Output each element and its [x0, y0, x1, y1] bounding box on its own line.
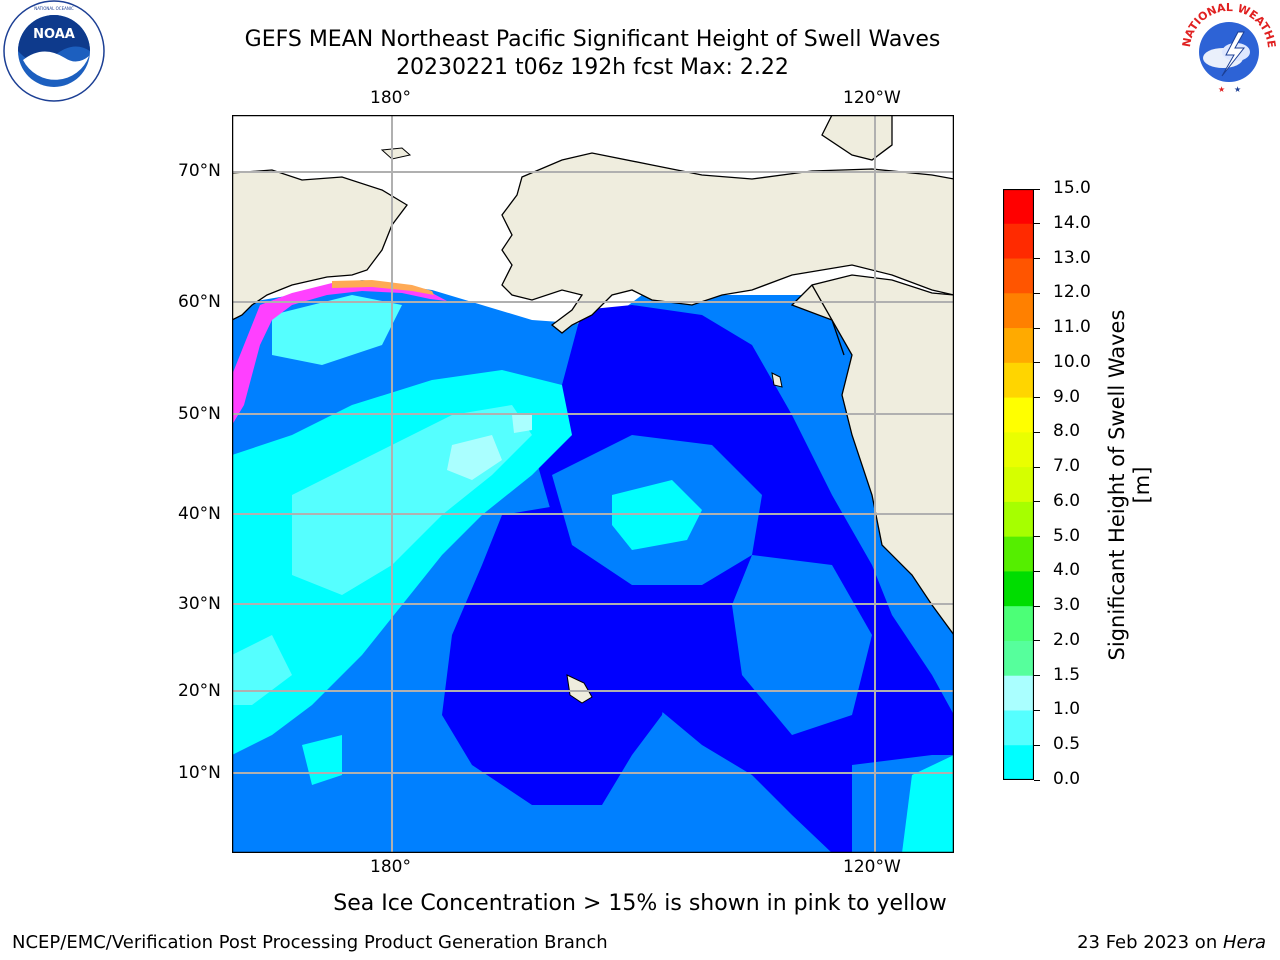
colorbar-tick-mark: [1034, 362, 1040, 364]
sea-ice-note: Sea Ice Concentration > 15% is shown in …: [333, 891, 947, 916]
lon-label-bottom-120w: 120°W: [843, 857, 901, 877]
colorbar-tick-label: 3.0: [1053, 595, 1081, 616]
colorbar-tick-label: 8.0: [1053, 421, 1081, 442]
colorbar-tick-label: 0.0: [1053, 769, 1081, 789]
colorbar-tick-label: 6.0: [1053, 490, 1081, 511]
colorbar-tick-label: 12.0: [1053, 282, 1091, 303]
colorbar-swatch: [1003, 606, 1034, 642]
colorbar-tick-mark: [1034, 709, 1040, 711]
colorbar-tick-mark: [1034, 223, 1040, 225]
colorbar-tick-mark: [1034, 188, 1040, 190]
colorbar-tick-label: 15.0: [1053, 178, 1091, 198]
lat-label-70n: 70°N: [178, 161, 221, 181]
chart-title: GEFS MEAN Northeast Pacific Significant …: [150, 26, 1035, 82]
colorbar-swatch: [1003, 640, 1034, 677]
colorbar-tick-label: 2.0: [1053, 629, 1081, 650]
colorbar-swatch: [1003, 467, 1034, 503]
colorbar-tick-label: 4.0: [1053, 560, 1081, 581]
colorbar-tick-mark: [1034, 744, 1040, 746]
colorbar-tick-mark: [1034, 292, 1040, 294]
colorbar-swatch: [1003, 536, 1034, 572]
colorbar-tick-mark: [1034, 466, 1040, 468]
colorbar-tick-mark: [1034, 570, 1040, 572]
colorbar-border: [1002, 188, 1035, 781]
colorbar-swatch: [1003, 710, 1034, 746]
colorbar-swatch: [1003, 328, 1034, 364]
colorbar-tick-mark: [1034, 640, 1040, 642]
colorbar-tick-label: 1.5: [1053, 664, 1081, 685]
colorbar-tick-label: 1.0: [1053, 699, 1081, 720]
svg-text:NATIONAL OCEANIC: NATIONAL OCEANIC: [34, 6, 74, 11]
colorbar-swatch: [1003, 258, 1034, 294]
colorbar-tick-mark: [1034, 258, 1040, 260]
colorbar-swatch: [1003, 501, 1034, 538]
lat-label-60n: 60°N: [178, 292, 221, 312]
map-graticule: [232, 115, 954, 853]
colorbar-title: Significant Height of Swell Waves [m]: [1105, 309, 1154, 661]
land-siberia: [232, 169, 408, 321]
colorbar-swatch: [1003, 745, 1034, 781]
colorbar-tick-mark: [1034, 431, 1040, 433]
colorbar-swatch: [1003, 223, 1034, 260]
colorbar-tick-label: 9.0: [1053, 386, 1081, 407]
footer-credit: NCEP/EMC/Verification Post Processing Pr…: [12, 932, 608, 953]
svg-text:★: ★: [1234, 85, 1241, 94]
colorbar-tick-mark: [1034, 779, 1040, 781]
colorbar-tick-mark: [1034, 397, 1040, 399]
colorbar-tick-label: 0.5: [1053, 734, 1081, 755]
colorbar: [1002, 188, 1035, 781]
colorbar-tick-label: 14.0: [1053, 212, 1091, 233]
colorbar-swatch: [1003, 675, 1034, 711]
colorbar-tick-mark: [1034, 675, 1040, 677]
nws-logo: NATIONAL WEATHER SERVICE ★ ★: [1174, 0, 1280, 102]
lon-label-top-180: 180°: [370, 88, 411, 108]
lon-label-bottom-180: 180°: [370, 857, 411, 877]
footer-machine: Hera: [1222, 932, 1266, 953]
lat-label-30n: 30°N: [178, 594, 221, 614]
colorbar-tick-mark: [1034, 501, 1040, 503]
colorbar-swatch: [1003, 293, 1034, 329]
svg-text:★: ★: [1218, 85, 1225, 94]
lon-label-top-120w: 120°W: [843, 88, 901, 108]
title-line-2: 20230221 t06z 192h fcst Max: 2.22: [396, 55, 789, 80]
colorbar-tick-mark: [1034, 536, 1040, 538]
colorbar-tick-mark: [1034, 327, 1040, 329]
swell-0-0.5-central: [442, 505, 672, 805]
noaa-logo-text: NOAA: [33, 27, 75, 42]
lat-label-20n: 20°N: [178, 681, 221, 701]
colorbar-swatch: [1003, 189, 1034, 225]
colorbar-tick-label: 5.0: [1053, 525, 1081, 546]
title-line-1: GEFS MEAN Northeast Pacific Significant …: [244, 27, 941, 52]
colorbar-tick-label: 10.0: [1053, 351, 1091, 372]
colorbar-tick-label: 13.0: [1053, 247, 1091, 268]
colorbar-swatch: [1003, 397, 1034, 433]
noaa-logo: NOAA NATIONAL OCEANIC: [3, 0, 105, 102]
colorbar-swatch: [1003, 432, 1034, 468]
colorbar-tick-label: 11.0: [1053, 317, 1091, 338]
colorbar-tick-mark: [1034, 605, 1040, 607]
lat-label-50n: 50°N: [178, 404, 221, 424]
colorbar-tick-label: 7.0: [1053, 456, 1081, 477]
lat-label-10n: 10°N: [178, 763, 221, 783]
sea-ice-edge: [232, 283, 447, 425]
map-panel: [231, 114, 955, 854]
colorbar-swatch: [1003, 362, 1034, 399]
footer-date: 23 Feb 2023 on Hera: [1077, 932, 1266, 953]
footer-date-text: 23 Feb 2023 on: [1077, 932, 1223, 953]
lat-label-40n: 40°N: [178, 504, 221, 524]
colorbar-swatch: [1003, 571, 1034, 607]
